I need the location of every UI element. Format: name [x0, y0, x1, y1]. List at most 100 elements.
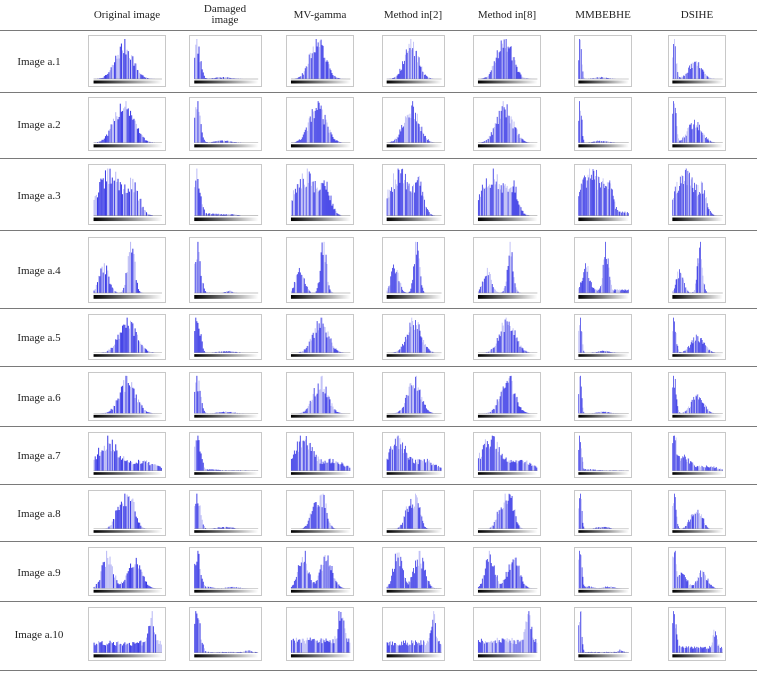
- histogram-bar: [694, 182, 695, 216]
- histogram-bar: [627, 289, 629, 294]
- histogram-bar: [483, 77, 485, 79]
- histogram-bar: [685, 526, 687, 529]
- histogram-bar: [307, 63, 309, 79]
- histogram-bar: [526, 214, 528, 216]
- histogram-bar: [327, 518, 329, 529]
- histogram-bar: [133, 253, 135, 294]
- histogram-original: [88, 97, 166, 151]
- histogram-bar: [134, 182, 136, 216]
- histogram-bar: [99, 642, 101, 653]
- histogram-bar: [413, 329, 415, 353]
- histogram-bar: [707, 467, 709, 471]
- histogram-bar: [504, 639, 506, 653]
- histogram-bar: [313, 388, 315, 414]
- histogram-mmbebhe: [574, 97, 632, 151]
- histogram-bar: [676, 454, 678, 471]
- histogram-bar: [511, 562, 513, 589]
- histogram-bar: [205, 291, 207, 294]
- histogram-bar: [611, 528, 612, 529]
- histogram-bar: [417, 503, 419, 529]
- histogram-bar: [400, 448, 402, 471]
- histogram-bar: [316, 507, 318, 529]
- histogram-bar: [611, 284, 612, 294]
- histogram-method2: [381, 237, 445, 303]
- histogram-bar: [103, 76, 105, 79]
- histogram-bar: [590, 282, 592, 294]
- histogram-bar: [110, 124, 112, 143]
- histogram-bar: [478, 586, 480, 589]
- histogram-bar: [705, 525, 706, 529]
- histogram-bar: [331, 565, 333, 589]
- histogram-plot: [193, 101, 258, 148]
- histogram-damaged: [188, 164, 262, 225]
- histogram-bar: [721, 648, 723, 653]
- histogram-bar: [705, 467, 706, 471]
- histogram-bar: [492, 347, 494, 353]
- histogram-bar: [680, 352, 682, 353]
- histogram-bar: [108, 526, 110, 529]
- histogram-bar: [132, 248, 134, 294]
- histogram-bar: [526, 142, 528, 143]
- histogram-bar: [311, 583, 313, 589]
- histogram-bar: [597, 469, 599, 471]
- histogram-bar: [195, 109, 197, 143]
- histogram-bar: [139, 565, 141, 589]
- histogram-bar: [588, 278, 590, 294]
- histogram-bar: [317, 283, 319, 294]
- histogram-bar: [135, 462, 137, 471]
- histogram-bar: [674, 552, 675, 589]
- histogram-bar: [334, 636, 336, 653]
- histogram-bar: [673, 435, 674, 471]
- histogram-bar: [708, 411, 710, 414]
- histogram-bar: [422, 133, 424, 143]
- histogram-bar: [122, 503, 124, 529]
- histogram-bar: [205, 586, 207, 589]
- histogram-bar: [423, 570, 425, 589]
- histogram-bar: [151, 352, 153, 353]
- histogram-bar: [609, 78, 611, 79]
- histogram-bar: [606, 527, 608, 529]
- histogram-bar: [627, 652, 629, 653]
- histogram-bar: [118, 644, 120, 653]
- intensity-gradient-strip: [578, 217, 629, 222]
- histogram-bar: [490, 132, 492, 143]
- histogram-bar: [517, 135, 519, 143]
- histogram-bar: [681, 174, 683, 216]
- histogram-bar: [504, 458, 506, 471]
- histogram-bar: [233, 214, 235, 216]
- histogram-bar: [407, 511, 409, 529]
- histogram-bar: [195, 561, 197, 589]
- histogram-bar: [518, 133, 520, 143]
- histogram-bar: [581, 119, 583, 143]
- histogram-bar: [679, 176, 681, 216]
- histogram-bar: [109, 443, 111, 471]
- histogram-bar: [585, 469, 587, 471]
- histogram-bar: [419, 65, 420, 79]
- histogram-bar: [596, 289, 597, 294]
- histogram-bar: [130, 460, 132, 471]
- histogram-bar: [101, 565, 103, 589]
- histogram-bar: [600, 470, 601, 471]
- histogram-bar: [307, 573, 309, 589]
- histogram-bar: [106, 74, 108, 79]
- histogram-bar: [401, 522, 403, 529]
- histogram-bar: [112, 118, 114, 143]
- histogram-bar: [418, 324, 420, 353]
- histogram-bar: [503, 502, 505, 529]
- histogram-bar: [400, 641, 402, 653]
- histogram-bar: [150, 586, 152, 589]
- intensity-gradient-strip: [386, 589, 442, 593]
- histogram-bar: [605, 411, 606, 414]
- histogram-bar: [397, 435, 398, 471]
- histogram-bar: [420, 195, 422, 216]
- histogram-bar: [683, 457, 685, 471]
- histogram-bar: [109, 410, 111, 414]
- histogram-bar: [506, 576, 508, 589]
- histogram-bar: [601, 141, 603, 143]
- histogram-bar: [523, 463, 525, 471]
- histogram-bar: [248, 650, 250, 653]
- intensity-gradient-strip: [193, 294, 258, 299]
- histogram-bar: [196, 178, 198, 216]
- histogram-bar: [601, 587, 603, 589]
- histogram-bar: [291, 458, 293, 471]
